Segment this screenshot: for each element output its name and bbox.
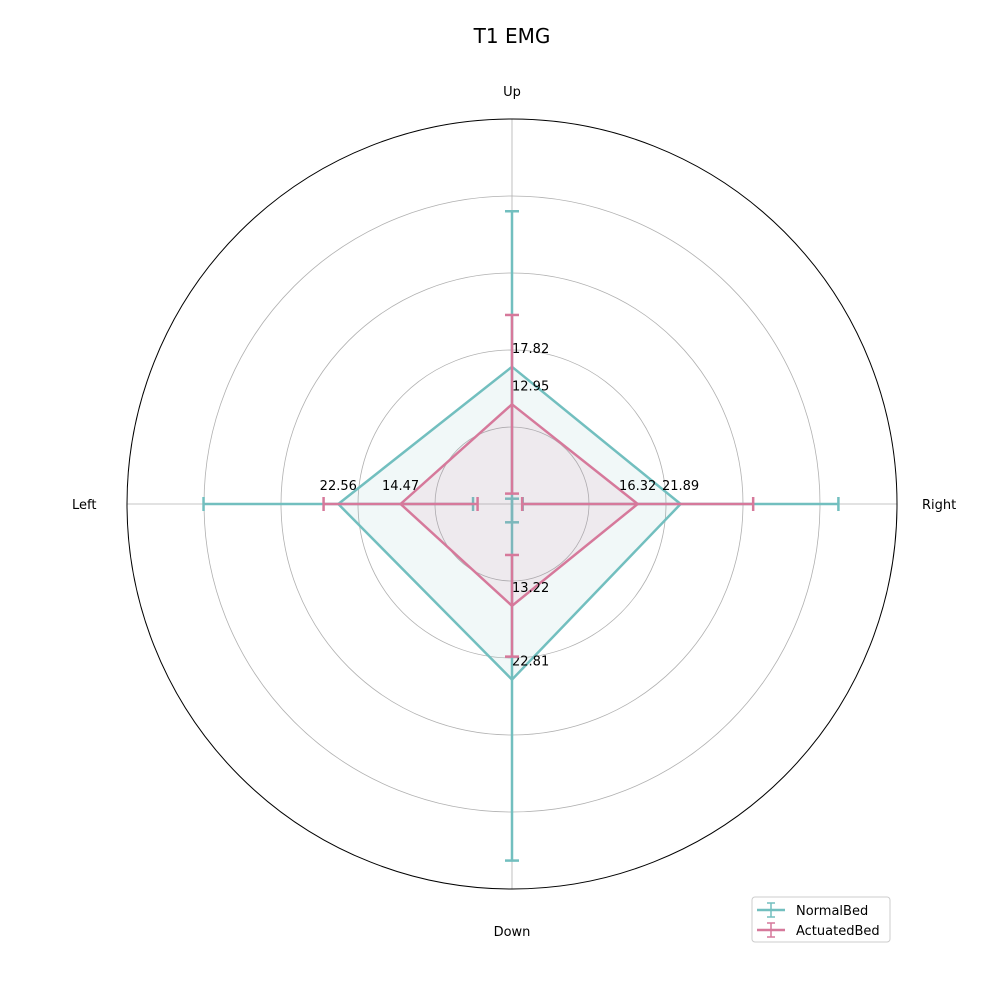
data-label-normalbed-down: 22.81 [512, 655, 549, 670]
data-label-actuatedbed-right: 16.32 [619, 479, 656, 494]
outer-frame [126, 118, 898, 890]
chart-title: T1 EMG [473, 24, 551, 48]
data-label-normalbed-right: 21.89 [662, 479, 699, 494]
axis-label-down: Down [494, 925, 531, 940]
data-label-actuatedbed-up: 12.95 [512, 379, 549, 394]
axis-label-up: Up [503, 85, 521, 100]
axis-label-left: Left [72, 498, 96, 513]
legend-box [751, 896, 891, 943]
data-label-normalbed-up: 17.82 [512, 342, 549, 357]
data-label-actuatedbed-down: 13.22 [512, 581, 549, 596]
label-layer: Up Right Down Left [72, 85, 956, 940]
legend: NormalBed ActuatedBed [751, 896, 891, 943]
legend-label-actuatedbed: ActuatedBed [796, 924, 880, 939]
data-label-normalbed-left: 22.56 [320, 479, 357, 494]
series-fill-actuatedbed [400, 404, 638, 606]
axis-label-right: Right [922, 498, 956, 513]
legend-label-normalbed: NormalBed [796, 904, 868, 919]
series-layer: 17.82 21.89 22.81 22.56 12.95 16.32 13.22 14.47 [202, 209, 840, 862]
data-label-actuatedbed-left: 14.47 [382, 479, 419, 494]
